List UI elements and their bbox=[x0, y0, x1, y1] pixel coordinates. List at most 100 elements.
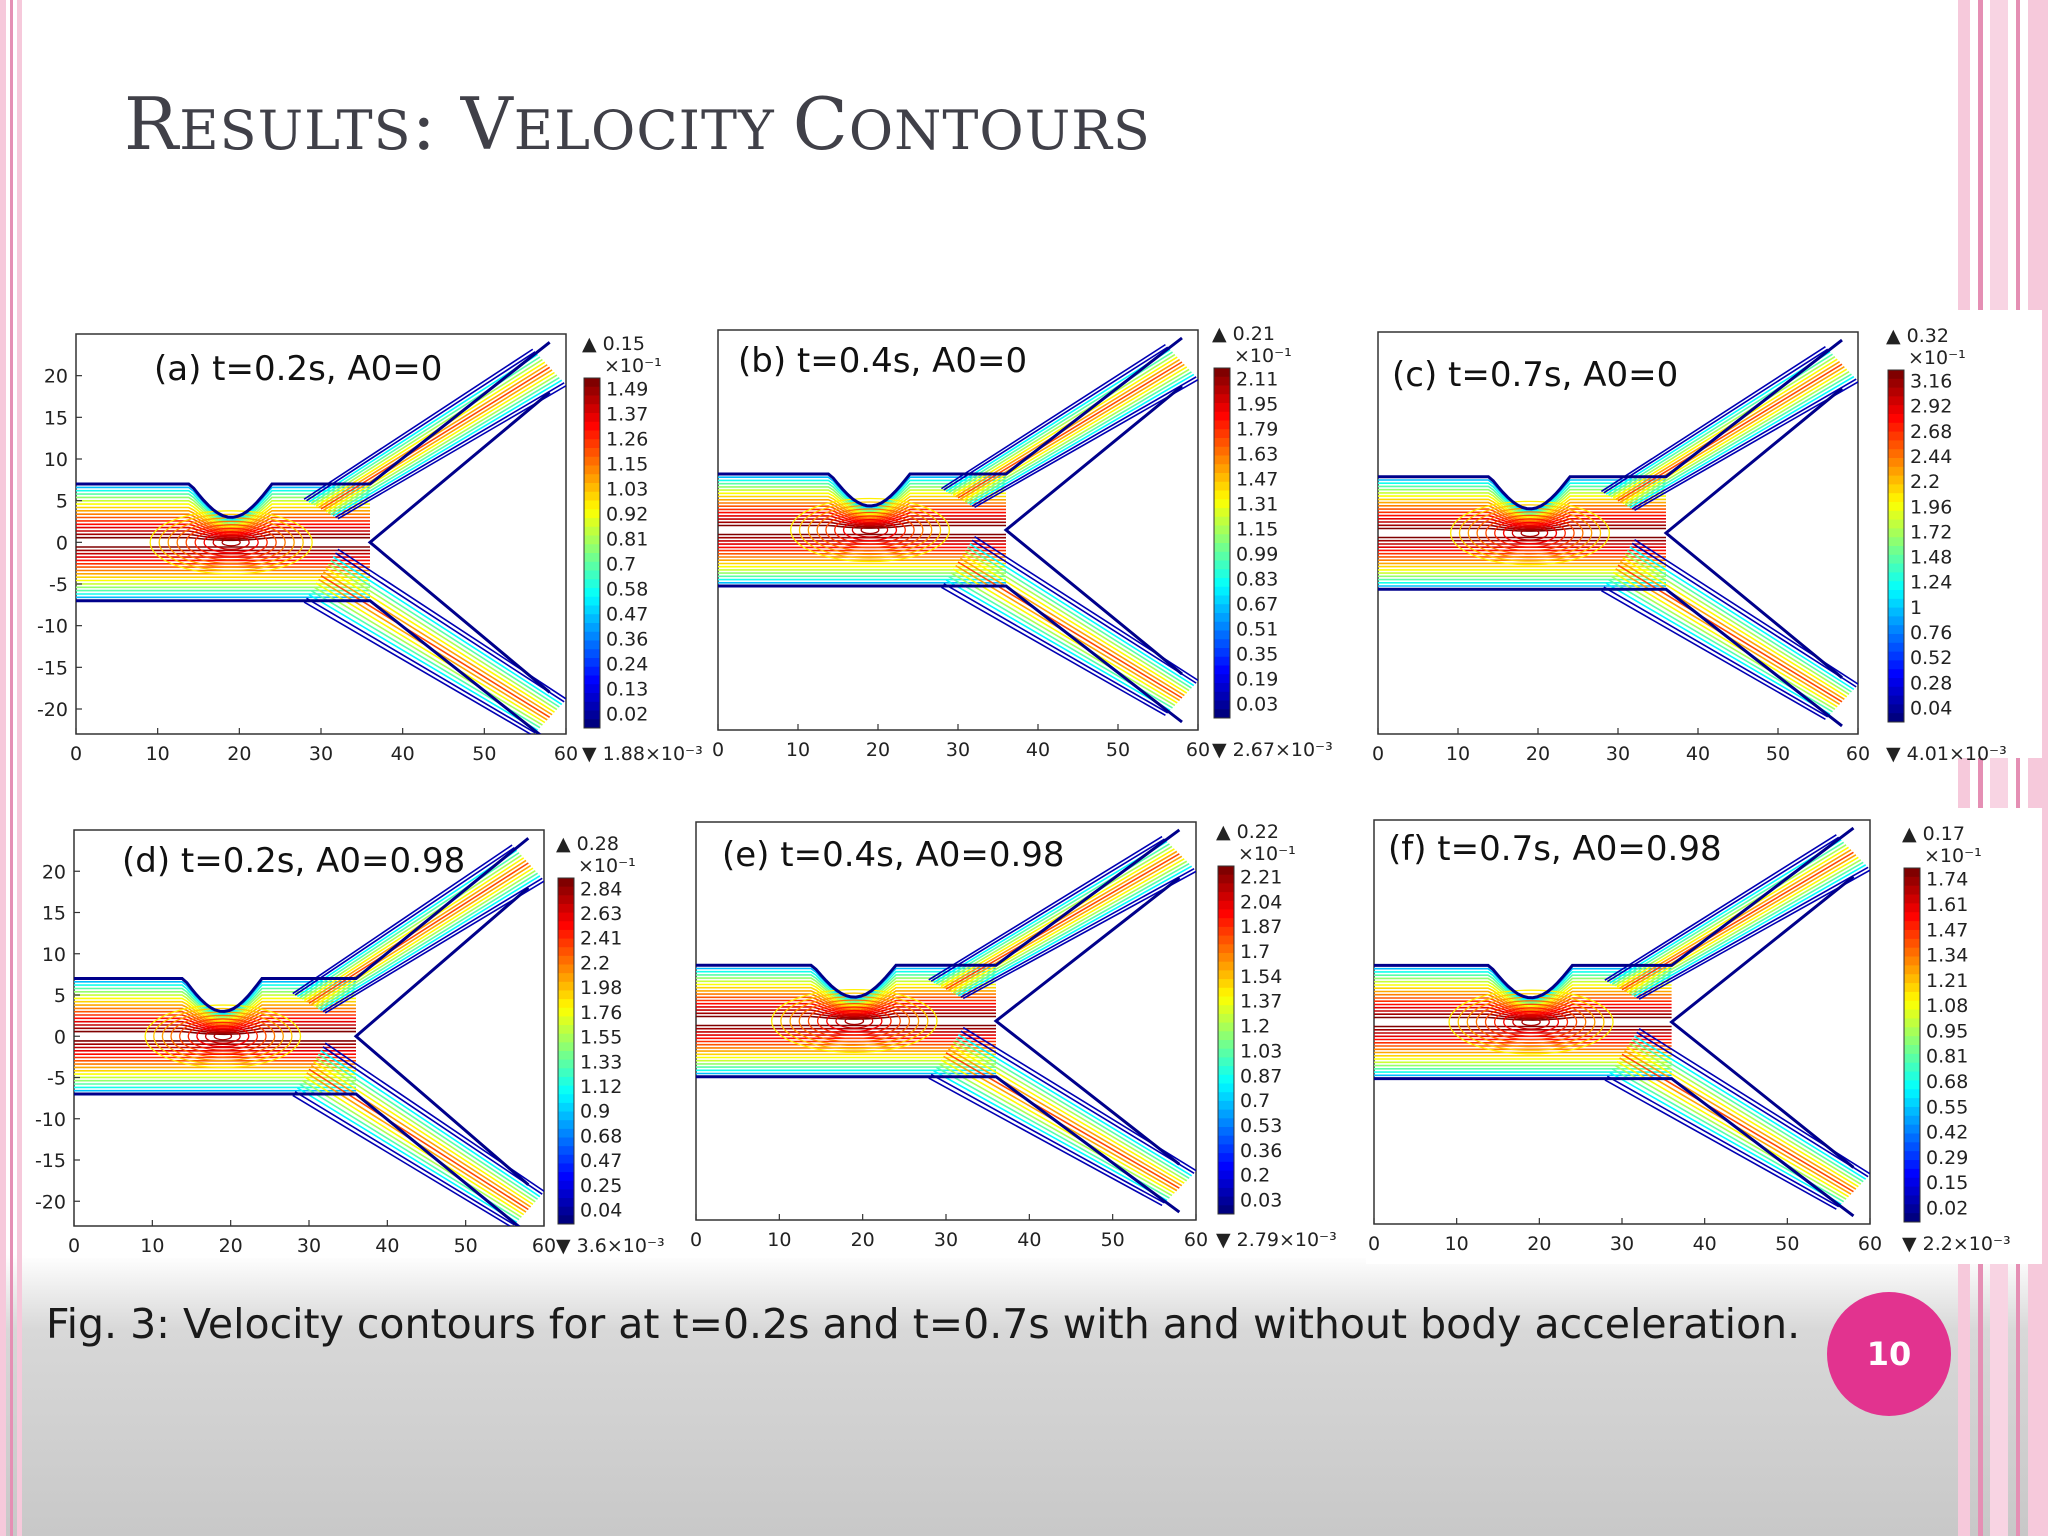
colorbar-max: ▲ 0.15 bbox=[582, 333, 645, 355]
contour-lines bbox=[718, 336, 1198, 724]
colorbar-stripe bbox=[584, 605, 600, 615]
branch-contour bbox=[332, 556, 563, 706]
branch-contour bbox=[313, 1061, 534, 1206]
colorbar-stripe bbox=[1904, 983, 1920, 993]
branch-contour bbox=[1631, 861, 1864, 996]
colorbar-level: 0.58 bbox=[606, 579, 648, 601]
colorbar-stripe bbox=[558, 947, 574, 957]
branch-contour bbox=[953, 860, 1188, 994]
bifurcation-wall bbox=[367, 391, 551, 694]
contour-line bbox=[74, 1010, 356, 1027]
bifurcation-wall bbox=[1669, 875, 1855, 1169]
contour-figure-2: 0 10 20 30 40 50 60 (c) t=0.7s, A0=0 ▲ 0.32×10⁻¹… bbox=[1372, 325, 2007, 765]
y-tick-label: 10 bbox=[42, 944, 66, 966]
x-tick-label: 10 bbox=[1445, 1233, 1469, 1255]
colorbar-stripe bbox=[1888, 686, 1904, 697]
colorbar-stripe bbox=[558, 1016, 574, 1026]
colorbar-stripe bbox=[584, 421, 600, 431]
branch-contour bbox=[969, 543, 1195, 687]
y-tick-label: -10 bbox=[37, 616, 68, 638]
colorbar-scale: ×10⁻¹ bbox=[578, 855, 636, 877]
x-tick-label: 60 bbox=[1186, 739, 1210, 761]
colorbar-stripe bbox=[584, 658, 600, 668]
colorbar-stripe bbox=[558, 1025, 574, 1035]
colorbar-stripe bbox=[1214, 656, 1230, 666]
colorbar-stripe bbox=[1904, 974, 1920, 984]
contour-line bbox=[1374, 1013, 1672, 1020]
branch-contour bbox=[325, 567, 555, 713]
colorbar-stripe bbox=[1218, 1153, 1234, 1163]
x-tick-label: 0 bbox=[1372, 743, 1384, 765]
x-tick-label: 50 bbox=[454, 1235, 478, 1257]
contour-line bbox=[696, 1012, 996, 1019]
colorbar-stripe bbox=[1214, 560, 1230, 570]
contour-line bbox=[74, 1027, 356, 1034]
x-tick-label: 0 bbox=[712, 739, 724, 761]
colorbar-stripe bbox=[1904, 956, 1920, 966]
colorbar-stripe bbox=[584, 588, 600, 598]
colorbar-stripe bbox=[584, 378, 600, 388]
contour-line bbox=[718, 505, 1006, 521]
colorbar-stripe bbox=[584, 465, 600, 475]
branch-contour bbox=[938, 845, 1173, 986]
branch-contour bbox=[1636, 866, 1869, 999]
colorbar-level: 1.49 bbox=[606, 379, 648, 401]
branch-contour bbox=[940, 848, 1175, 988]
vortex-contour bbox=[194, 527, 268, 557]
branch-contour bbox=[317, 1053, 539, 1200]
y-tick-label: -15 bbox=[35, 1150, 66, 1172]
branch-contour bbox=[1624, 1049, 1857, 1190]
branch-contour bbox=[945, 579, 1171, 712]
colorbar-level: 2.04 bbox=[1240, 891, 1282, 913]
colorbar-scale: ×10⁻¹ bbox=[1924, 845, 1982, 867]
branch-contour bbox=[943, 583, 1169, 714]
contour-plot-c: 0 10 20 30 40 50 60 (c) t=0.7s, A0=0 ▲ 0.32 ×10⁻¹… bbox=[1366, 310, 2042, 765]
vortex-contour bbox=[176, 520, 286, 564]
vortex-contour bbox=[1494, 518, 1566, 548]
colorbar-stripe bbox=[558, 878, 574, 888]
colorbar-stripe bbox=[1904, 1186, 1920, 1196]
panel-label: (f) t=0.7s, A0=0.98 bbox=[1388, 829, 1722, 869]
x-tick-label: 30 bbox=[309, 743, 333, 765]
panel-label: (b) t=0.4s, A0=0 bbox=[738, 341, 1027, 381]
colorbar-stripe bbox=[1904, 1160, 1920, 1170]
vortex-contour bbox=[1476, 511, 1584, 555]
colorbar-stripe bbox=[1214, 490, 1230, 500]
colorbar-stripe bbox=[584, 509, 600, 519]
colorbar-level: 1.34 bbox=[1926, 945, 1968, 967]
colorbar-level: 1.03 bbox=[1240, 1040, 1282, 1062]
y-tick-label: -5 bbox=[49, 574, 68, 596]
vortex-contour bbox=[1503, 1010, 1560, 1034]
contour-line bbox=[718, 521, 1006, 528]
branch-contour bbox=[1619, 365, 1845, 503]
branch-contour bbox=[1603, 348, 1829, 494]
colorbar-level: 2.11 bbox=[1236, 369, 1278, 391]
colorbar-stripe bbox=[558, 981, 574, 991]
upper-wall bbox=[76, 341, 551, 519]
contour-line bbox=[718, 502, 1006, 520]
colorbar-stripe bbox=[1904, 1177, 1920, 1188]
x-tick-label: 50 bbox=[1766, 743, 1790, 765]
colorbar-stripe bbox=[558, 1051, 574, 1061]
colorbar-stripe bbox=[1888, 449, 1904, 459]
colorbar-level: 0.02 bbox=[606, 704, 648, 726]
branch-contour bbox=[1627, 549, 1852, 693]
colorbar-level: 0.7 bbox=[1240, 1090, 1270, 1112]
colorbar-stripe bbox=[1214, 683, 1230, 693]
x-tick-label: 0 bbox=[68, 1235, 80, 1257]
colorbar-stripe bbox=[1218, 996, 1234, 1006]
x-tick-label: 20 bbox=[851, 1229, 875, 1251]
colorbar-stripe bbox=[1214, 508, 1230, 518]
colorbar-level: 0.83 bbox=[1236, 569, 1278, 591]
colorbar-stripe bbox=[1214, 551, 1230, 561]
colorbar-max: ▲ 0.32 bbox=[1886, 325, 1949, 347]
colorbar-stripe bbox=[1214, 446, 1230, 456]
branch-contour bbox=[955, 1037, 1190, 1179]
branch-contour bbox=[952, 356, 1178, 497]
colorbar-min: ▼ 3.6×10⁻³ bbox=[556, 1235, 665, 1257]
colorbar-level: 1 bbox=[1910, 597, 1922, 619]
colorbar-stripe bbox=[1214, 525, 1230, 535]
colorbar-stripe bbox=[558, 1059, 574, 1069]
x-tick-label: 40 bbox=[1026, 739, 1050, 761]
colorbar-stripe bbox=[1888, 634, 1904, 644]
